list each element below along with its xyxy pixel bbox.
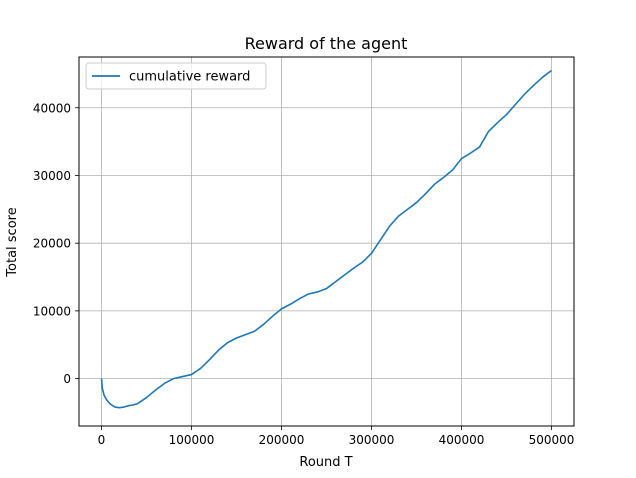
legend-label-cumulative-reward: cumulative reward <box>129 70 250 85</box>
x-tick-label: 200000 <box>259 433 305 447</box>
plot-area-frame <box>78 56 575 427</box>
chart-title: Reward of the agent <box>245 34 408 53</box>
y-tick-label: 40000 <box>33 101 71 115</box>
x-axis-label: Round T <box>299 455 352 470</box>
x-tick-label: 400000 <box>439 433 485 447</box>
x-tick-label: 300000 <box>349 433 395 447</box>
y-tick-label: 0 <box>63 372 71 386</box>
series-line-cumulative-reward <box>100 69 552 409</box>
legend-box <box>85 62 267 90</box>
legend: cumulative reward <box>85 62 267 90</box>
grid-lines <box>79 57 574 426</box>
x-tick-label: 500000 <box>529 433 575 447</box>
y-tick-label: 10000 <box>33 304 71 318</box>
x-tick-label: 100000 <box>169 433 215 447</box>
axis-ticks: 0 100000 200000 300000 400000 500000 0 10000 200… <box>33 101 575 447</box>
x-tick-label: 0 <box>98 433 106 447</box>
y-axis-label: Total score <box>5 207 20 277</box>
y-tick-label: 30000 <box>33 169 71 183</box>
y-tick-label: 20000 <box>33 237 71 251</box>
